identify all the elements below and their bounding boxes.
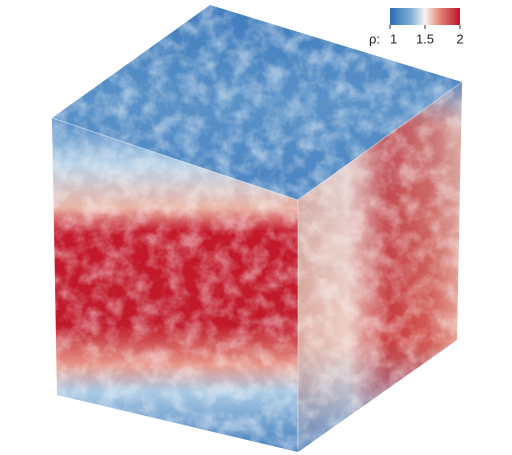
- colorbar-tick-label: 2: [456, 31, 463, 46]
- colorbar-tick-label: 1.5: [416, 31, 434, 46]
- colorbar: ρ: 1 1.5 2: [369, 8, 464, 46]
- colorbar-gradient: [390, 8, 460, 25]
- edge: [51, 81, 463, 201]
- colorbar-label: ρ:: [369, 31, 380, 46]
- colorbar-tick-label: 1: [390, 31, 397, 46]
